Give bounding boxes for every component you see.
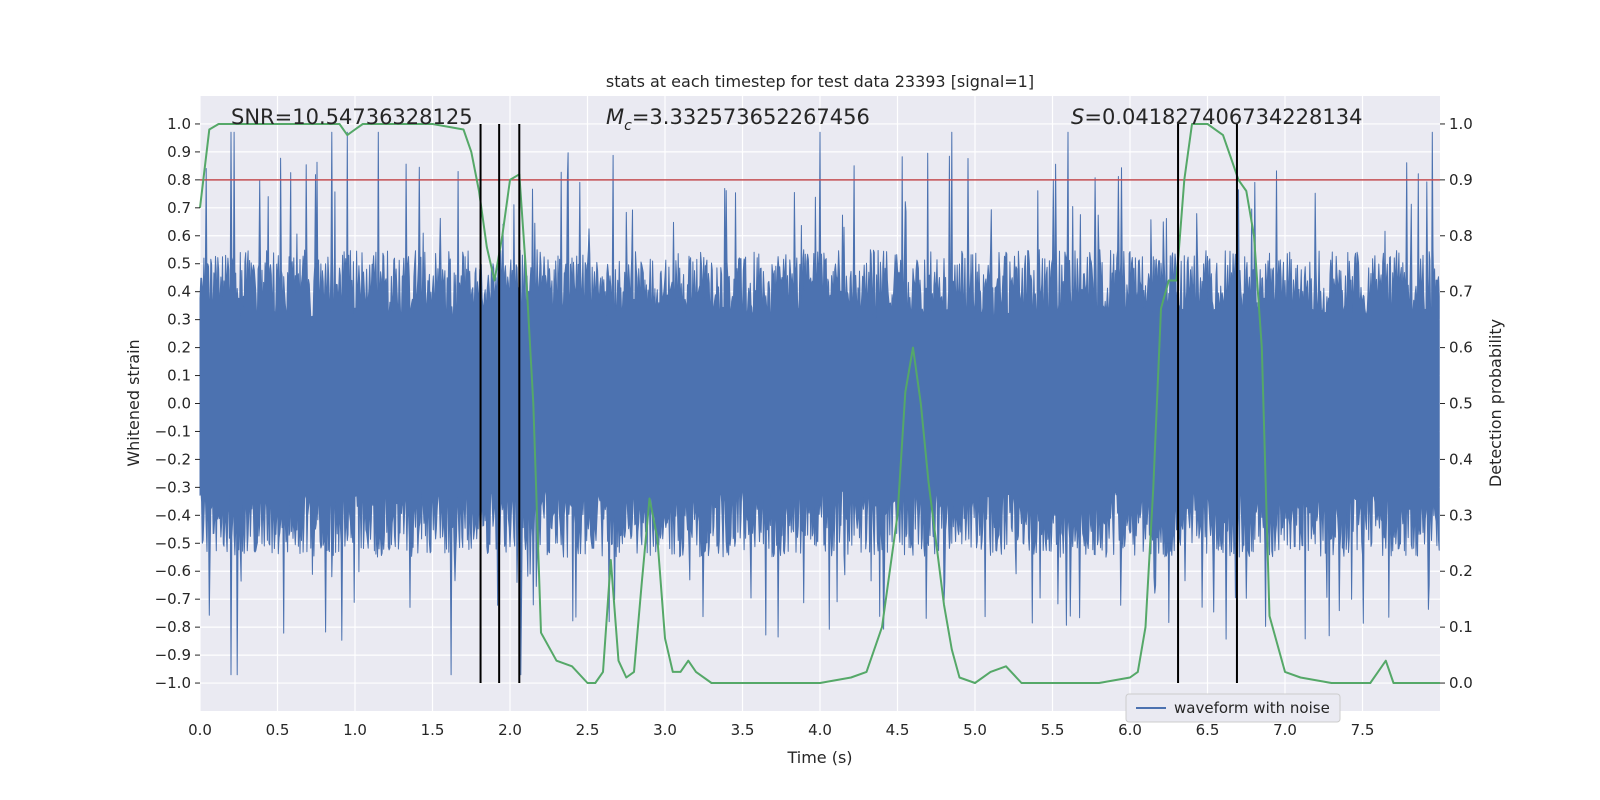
y-left-tick-label: 0.7 bbox=[167, 199, 191, 217]
y-left-tick-label: 0.6 bbox=[167, 227, 191, 245]
x-tick-label: 1.0 bbox=[343, 721, 367, 739]
x-tick-label: 5.0 bbox=[963, 721, 987, 739]
x-tick-label: 3.0 bbox=[653, 721, 677, 739]
vertical-markers bbox=[479, 123, 1238, 684]
legend: waveform with noise bbox=[1125, 693, 1341, 723]
y-left-tick-label: 0.1 bbox=[167, 367, 191, 385]
y-left-tick-label: −0.5 bbox=[155, 534, 191, 552]
x-tick-label: 0.5 bbox=[266, 721, 290, 739]
y-left-tick-label: 0.0 bbox=[167, 395, 191, 413]
x-tick-label: 6.5 bbox=[1196, 721, 1220, 739]
probability-series bbox=[199, 123, 1440, 684]
y-left-tick-label: 1.0 bbox=[167, 115, 191, 133]
probability-line bbox=[199, 123, 1440, 684]
y-left-tick-label: 0.3 bbox=[167, 311, 191, 329]
waveform-series bbox=[199, 131, 1440, 676]
legend-label: waveform with noise bbox=[1174, 699, 1330, 717]
chart-title: stats at each timestep for test data 233… bbox=[606, 72, 1034, 91]
x-tick-label: 0.0 bbox=[188, 721, 212, 739]
chirp-mass-annotation: Mc=3.332573652267456 bbox=[606, 105, 870, 134]
y-left-tick-label: 0.2 bbox=[167, 339, 191, 357]
x-tick-label: 3.5 bbox=[731, 721, 755, 739]
y-left-tick-label: 0.4 bbox=[167, 283, 191, 301]
y-left-tick-label: −0.7 bbox=[155, 590, 191, 608]
y-left-tick-label: 0.5 bbox=[167, 255, 191, 273]
x-axis-label: Time (s) bbox=[786, 748, 852, 767]
y-right-tick-label: 0.2 bbox=[1449, 562, 1473, 580]
axis-ticks: 0.0 0.5 1.0 1.5 2.0 2.5 3.0 3.5 4.0 4.5 5.0 5.5 6.0 6… bbox=[155, 115, 1473, 739]
chirp-mass-symbol: M bbox=[606, 105, 624, 129]
x-tick-label: 2.0 bbox=[498, 721, 522, 739]
x-tick-label: 1.5 bbox=[421, 721, 445, 739]
legend-box bbox=[1125, 693, 1341, 723]
s-annotation: S=0.041827406734228134 bbox=[1071, 105, 1362, 129]
y-left-tick-label: −0.1 bbox=[155, 422, 191, 440]
y-right-tick-label: 0.6 bbox=[1449, 339, 1473, 357]
y-left-tick-label: 0.8 bbox=[167, 171, 191, 189]
y-left-tick-label: −0.9 bbox=[155, 646, 191, 664]
y-right-tick-label: 0.5 bbox=[1449, 395, 1473, 413]
chirp-mass-subscript: c bbox=[624, 118, 632, 134]
y-left-tick-label: −0.4 bbox=[155, 506, 191, 524]
y-right-tick-label: 0.9 bbox=[1449, 171, 1473, 189]
x-tick-label: 7.0 bbox=[1273, 721, 1297, 739]
s-value: =0.041827406734228134 bbox=[1084, 105, 1362, 129]
s-symbol: S bbox=[1071, 105, 1084, 129]
y-right-tick-label: 0.1 bbox=[1449, 618, 1473, 636]
y-left-tick-label: 0.9 bbox=[167, 143, 191, 161]
y-axis-label-left: Whitened strain bbox=[124, 339, 143, 466]
snr-annotation: SNR=10.54736328125 bbox=[231, 105, 473, 129]
y-left-tick-label: −0.8 bbox=[155, 618, 191, 636]
y-right-tick-label: 0.7 bbox=[1449, 283, 1473, 301]
y-right-tick-label: 0.8 bbox=[1449, 227, 1473, 245]
y-right-tick-label: 1.0 bbox=[1449, 115, 1473, 133]
chirp-mass-value: =3.332573652267456 bbox=[632, 105, 870, 129]
waveform-trace bbox=[199, 131, 1440, 676]
y-axis-label-right: Detection probability bbox=[1486, 319, 1505, 487]
y-left-tick-label: −1.0 bbox=[155, 674, 191, 692]
x-tick-label: 6.0 bbox=[1118, 721, 1142, 739]
y-left-tick-label: −0.2 bbox=[155, 450, 191, 468]
x-tick-label: 2.5 bbox=[576, 721, 600, 739]
y-right-tick-label: 0.3 bbox=[1449, 506, 1473, 524]
y-right-tick-label: 0.4 bbox=[1449, 450, 1473, 468]
x-tick-label: 4.0 bbox=[808, 721, 832, 739]
y-left-tick-label: −0.6 bbox=[155, 562, 191, 580]
y-right-tick-label: 0.0 bbox=[1449, 674, 1473, 692]
y-left-tick-label: −0.3 bbox=[155, 478, 191, 496]
x-tick-label: 7.5 bbox=[1351, 721, 1375, 739]
x-tick-label: 4.5 bbox=[886, 721, 910, 739]
x-tick-label: 5.5 bbox=[1041, 721, 1065, 739]
